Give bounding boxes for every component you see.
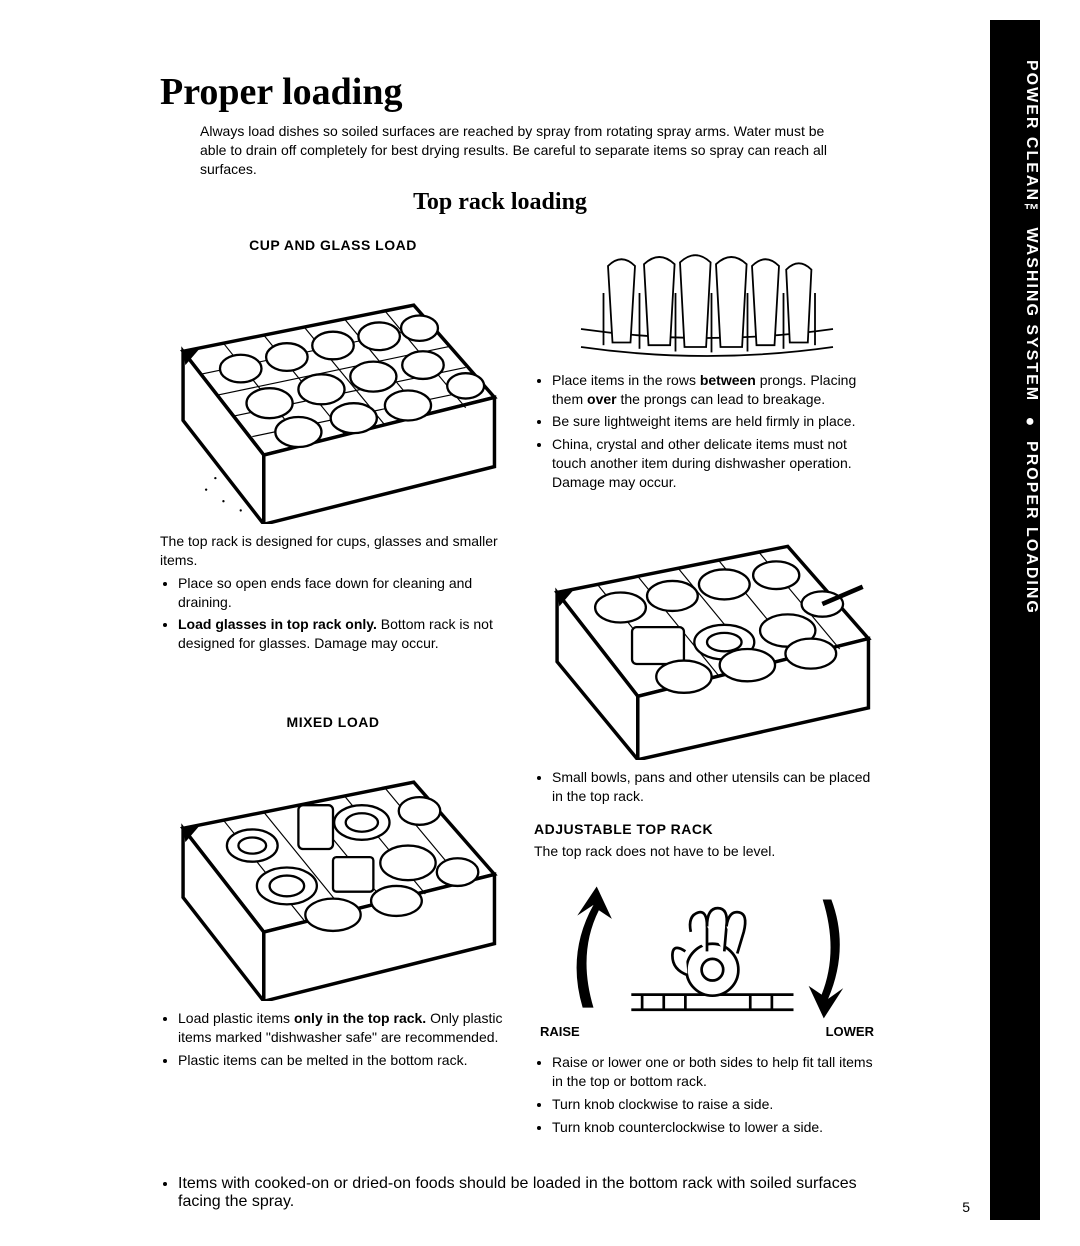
adjustable-bullets: Raise or lower one or both sides to help…: [534, 1053, 880, 1137]
cup-bullets: Place so open ends face down for cleanin…: [160, 574, 506, 654]
place-bullet-3: China, crystal and other delicate items …: [552, 435, 880, 492]
small-bowls-bullet: Small bowls, pans and other utensils can…: [552, 768, 880, 806]
side-tab: POWER CLEAN™ WASHING SYSTEM ● PROPER LOA…: [990, 20, 1040, 1220]
side-tab-dot-icon: ●: [1025, 413, 1037, 431]
small-bowls-bullets: Small bowls, pans and other utensils can…: [534, 768, 880, 806]
cup-desc: The top rack is designed for cups, glass…: [160, 532, 506, 570]
place-bullet-1: Place items in the rows between prongs. …: [552, 371, 880, 409]
adjustable-caption: ADJUSTABLE TOP RACK: [534, 820, 880, 839]
adjustable-rack-figure: [534, 867, 880, 1029]
left-column: CUP AND GLASS LOAD: [160, 230, 506, 1151]
side-tab-text-2: PROPER LOADING: [1023, 441, 1040, 615]
mixed-load-caption: MIXED LOAD: [160, 713, 506, 732]
place-bullet-2: Be sure lightweight items are held firml…: [552, 412, 880, 431]
mixed-bullets: Load plastic items only in the top rack.…: [160, 1009, 506, 1070]
side-tab-text-1: POWER CLEAN™ WASHING SYSTEM: [1023, 60, 1040, 402]
mixed-bullet-2: Plastic items can be melted in the botto…: [178, 1051, 506, 1070]
adjustable-desc: The top rack does not have to be level.: [534, 842, 880, 861]
bottom-note-bullet: Items with cooked-on or dried-on foods s…: [178, 1175, 860, 1211]
mixed-load-figure: [160, 736, 506, 1001]
raise-label: RAISE: [540, 1023, 580, 1041]
intro-paragraph: Always load dishes so soiled surfaces ar…: [200, 122, 840, 179]
adj-bullet-1: Raise or lower one or both sides to help…: [552, 1053, 880, 1091]
small-bowls-figure: [534, 506, 880, 760]
right-column: Place items in the rows between prongs. …: [534, 230, 880, 1151]
arrow-labels: RAISE LOWER: [534, 1023, 880, 1049]
section-title: Top rack loading: [160, 189, 840, 216]
place-bullets: Place items in the rows between prongs. …: [534, 371, 880, 492]
bottom-note: Items with cooked-on or dried-on foods s…: [160, 1175, 860, 1211]
cup-glass-load-figure: [160, 259, 506, 524]
lower-label: LOWER: [826, 1023, 874, 1041]
page-title: Proper loading: [160, 70, 1040, 114]
cup-bullet-1: Place so open ends face down for cleanin…: [178, 574, 506, 612]
page-number: 5: [962, 1199, 970, 1215]
adj-bullet-2: Turn knob clockwise to raise a side.: [552, 1095, 880, 1114]
mixed-bullet-1: Load plastic items only in the top rack.…: [178, 1009, 506, 1047]
glasses-between-prongs-figure: [572, 230, 842, 365]
cup-bullet-2: Load glasses in top rack only. Bottom ra…: [178, 615, 506, 653]
cup-glass-caption: CUP AND GLASS LOAD: [160, 236, 506, 255]
adj-bullet-3: Turn knob counterclockwise to lower a si…: [552, 1118, 880, 1137]
